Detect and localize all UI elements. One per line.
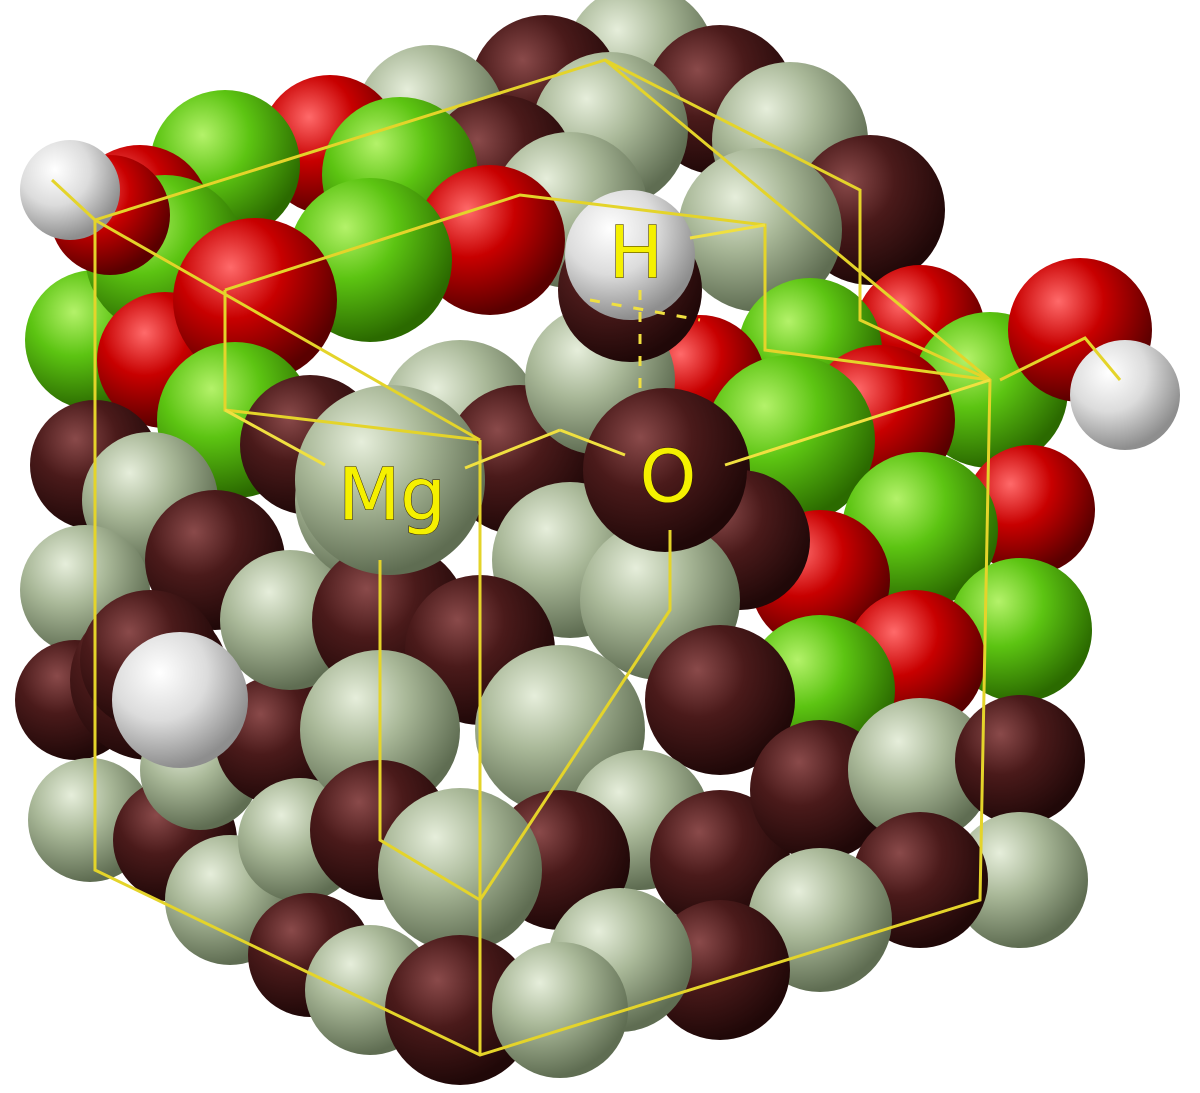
mg-atom bbox=[492, 942, 628, 1078]
h-dashed-bond bbox=[589, 298, 701, 322]
h-pointer-line bbox=[689, 223, 766, 240]
o-right-pointer-line bbox=[724, 378, 991, 467]
mg-atom bbox=[952, 812, 1088, 948]
atom-labels: Mg O H bbox=[338, 210, 697, 537]
cell-edge bbox=[94, 218, 481, 442]
h-atom bbox=[1070, 340, 1180, 450]
o-atom bbox=[385, 935, 535, 1085]
doped-surface-right bbox=[635, 265, 1095, 765]
hydroxyl-right bbox=[1008, 258, 1180, 450]
o-pointer-line bbox=[559, 428, 626, 457]
red-atom bbox=[965, 445, 1095, 575]
labeled-h-atom bbox=[565, 190, 695, 320]
labeled-atoms bbox=[295, 190, 747, 575]
label-pointers bbox=[224, 223, 991, 470]
cell-edge bbox=[378, 530, 672, 903]
red-atom bbox=[173, 218, 337, 382]
h-atom bbox=[20, 140, 120, 240]
o-label: O bbox=[640, 435, 697, 519]
mg-label: Mg bbox=[338, 453, 446, 537]
o-atom bbox=[645, 625, 795, 775]
mg-atom bbox=[378, 788, 542, 952]
hydroxyl-bond bbox=[999, 336, 1122, 382]
red-atom bbox=[415, 165, 565, 315]
labeled-mg-atom bbox=[295, 385, 485, 575]
mg-atom bbox=[848, 698, 992, 842]
mg-o-pointer-line bbox=[464, 428, 561, 470]
mg-pointer-line bbox=[224, 408, 326, 467]
mg-atom bbox=[678, 148, 842, 312]
h-atom bbox=[112, 632, 248, 768]
labeled-o-atom bbox=[583, 388, 747, 552]
hydroxyl-bond bbox=[50, 178, 97, 222]
cell-edge bbox=[604, 58, 991, 382]
h-label: H bbox=[609, 211, 663, 295]
hydrogen-left-face bbox=[80, 590, 248, 768]
o-atom bbox=[955, 695, 1085, 825]
